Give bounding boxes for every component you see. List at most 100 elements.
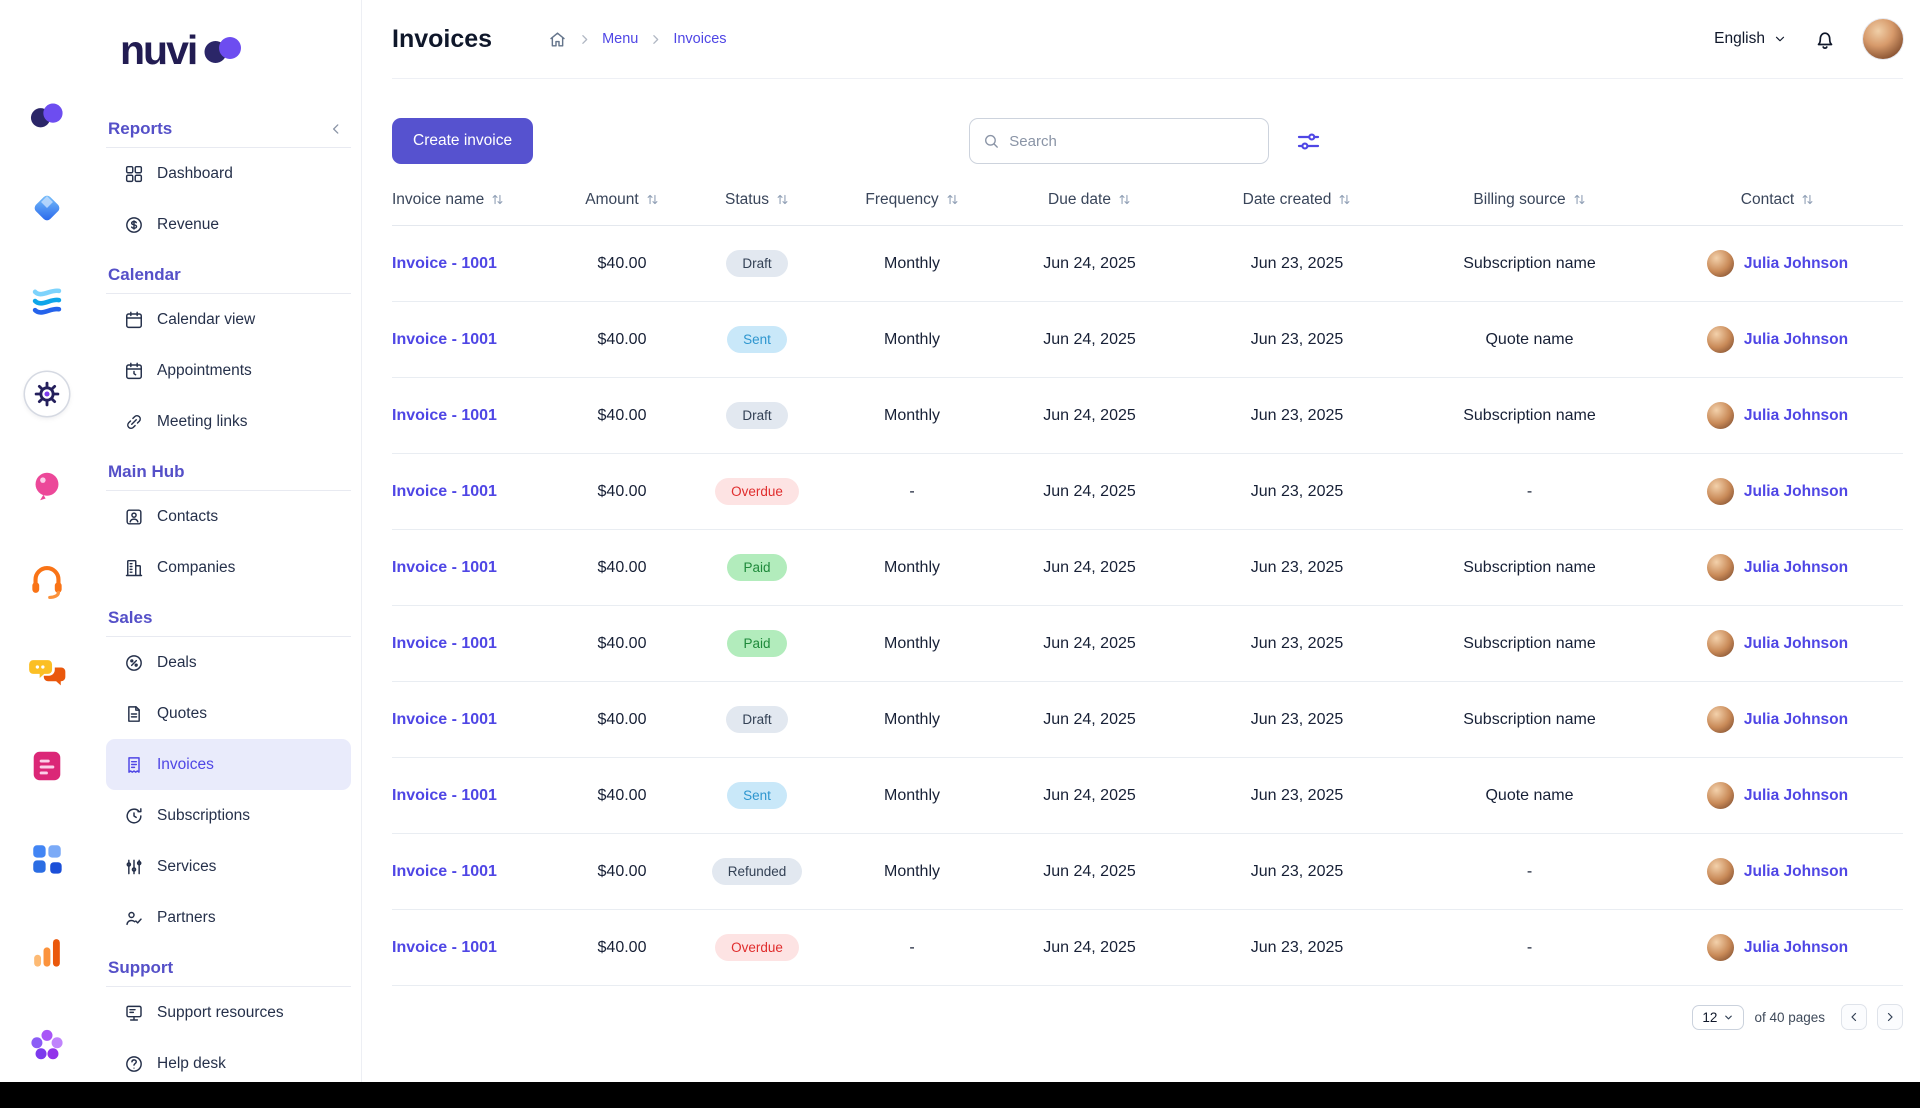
column-header-due-date[interactable]: Due date bbox=[992, 191, 1187, 209]
breadcrumb-menu[interactable]: Menu bbox=[602, 31, 639, 47]
status-badge: Overdue bbox=[715, 478, 799, 505]
page-size-value: 12 bbox=[1702, 1009, 1718, 1025]
quotes-icon bbox=[124, 704, 144, 724]
billing-source-cell: Subscription name bbox=[1463, 406, 1596, 424]
apps-icon[interactable] bbox=[25, 837, 69, 881]
settings-icon[interactable] bbox=[25, 372, 69, 416]
bottom-bar bbox=[0, 1082, 1920, 1108]
frequency-cell: Monthly bbox=[883, 862, 941, 880]
create-invoice-button[interactable]: Create invoice bbox=[392, 118, 534, 164]
invoice-name-link[interactable]: Invoice - 1001 bbox=[392, 254, 497, 272]
sidebar-item-companies[interactable]: Companies bbox=[106, 542, 351, 593]
home-icon[interactable] bbox=[548, 30, 567, 49]
sidebar-item-deals[interactable]: Deals bbox=[106, 637, 351, 688]
column-header-status[interactable]: Status bbox=[682, 191, 832, 209]
contact-link[interactable]: Julia Johnson bbox=[1743, 862, 1849, 880]
sidebar-item-quotes[interactable]: Quotes bbox=[106, 688, 351, 739]
date-created-cell: Jun 23, 2025 bbox=[1250, 406, 1344, 424]
headset-icon[interactable] bbox=[25, 558, 69, 602]
contact-avatar bbox=[1706, 478, 1734, 505]
contact-link[interactable]: Julia Johnson bbox=[1743, 330, 1849, 348]
date-created-cell: Jun 23, 2025 bbox=[1250, 330, 1344, 348]
gem-icon[interactable] bbox=[25, 186, 69, 230]
invoice-name-link[interactable]: Invoice - 1001 bbox=[392, 634, 497, 652]
column-header-invoice-name[interactable]: Invoice name bbox=[392, 191, 562, 209]
page-size-select[interactable]: 12 bbox=[1692, 1004, 1745, 1030]
help-icon bbox=[124, 1054, 144, 1074]
language-selector[interactable]: English bbox=[1714, 30, 1787, 48]
status-badge: Sent bbox=[727, 782, 787, 809]
notifications-bell-icon[interactable] bbox=[1813, 27, 1837, 51]
column-label: Invoice name bbox=[392, 190, 485, 208]
sidebar-item-invoices[interactable]: Invoices bbox=[106, 739, 351, 790]
team-chat-icon[interactable] bbox=[25, 651, 69, 695]
sidebar: nuvi Reports Dashboard Revenue Calendar … bbox=[94, 0, 362, 1108]
invoice-name-link[interactable]: Invoice - 1001 bbox=[392, 786, 497, 804]
breadcrumb-current[interactable]: Invoices bbox=[673, 31, 727, 47]
search-input[interactable] bbox=[1009, 132, 1255, 150]
contact-link[interactable]: Julia Johnson bbox=[1743, 558, 1849, 576]
invoice-name-link[interactable]: Invoice - 1001 bbox=[392, 558, 497, 576]
sidebar-item-support-resources[interactable]: Support resources bbox=[106, 987, 351, 1038]
filter-button[interactable] bbox=[1291, 124, 1326, 159]
contact-link[interactable]: Julia Johnson bbox=[1743, 634, 1849, 652]
frequency-cell: Monthly bbox=[883, 710, 941, 728]
sidebar-item-partners[interactable]: Partners bbox=[106, 892, 351, 943]
waves-icon[interactable] bbox=[25, 279, 69, 323]
search-group bbox=[969, 118, 1326, 164]
notes-icon[interactable] bbox=[25, 744, 69, 788]
invoice-name-link[interactable]: Invoice - 1001 bbox=[392, 710, 497, 728]
sidebar-item-meeting-links[interactable]: Meeting links bbox=[106, 396, 351, 447]
billing-source-cell: - bbox=[1526, 482, 1533, 500]
sidebar-item-calendar-view[interactable]: Calendar view bbox=[106, 294, 351, 345]
amount-cell: $40.00 bbox=[597, 710, 647, 728]
invoice-name-link[interactable]: Invoice - 1001 bbox=[392, 862, 497, 880]
topbar-actions: English bbox=[1714, 19, 1903, 59]
nav-section-reports: Reports bbox=[106, 104, 351, 148]
invoice-name-link[interactable]: Invoice - 1001 bbox=[392, 406, 497, 424]
table-row: Invoice - 1001 $40.00 Paid Monthly Jun 2… bbox=[392, 606, 1903, 682]
community-icon[interactable] bbox=[25, 1023, 69, 1067]
sidebar-item-help-desk[interactable]: Help desk bbox=[106, 1038, 351, 1089]
sidebar-item-appointments[interactable]: Appointments bbox=[106, 345, 351, 396]
logo-mark-icon bbox=[200, 31, 246, 69]
contact-link[interactable]: Julia Johnson bbox=[1743, 406, 1849, 424]
invoice-name-link[interactable]: Invoice - 1001 bbox=[392, 482, 497, 500]
brand-mark-icon[interactable] bbox=[25, 93, 69, 137]
breadcrumb: Menu Invoices bbox=[548, 30, 727, 49]
search-box[interactable] bbox=[969, 118, 1269, 164]
contact-avatar bbox=[1706, 858, 1734, 885]
status-badge: Paid bbox=[727, 630, 787, 657]
table-row: Invoice - 1001 $40.00 Paid Monthly Jun 2… bbox=[392, 530, 1903, 606]
sidebar-item-label: Help desk bbox=[157, 1054, 226, 1072]
column-header-amount[interactable]: Amount bbox=[562, 191, 682, 209]
user-avatar[interactable] bbox=[1863, 19, 1903, 59]
nav-section-calendar: Calendar bbox=[106, 250, 351, 294]
sidebar-item-contacts[interactable]: Contacts bbox=[106, 491, 351, 542]
frequency-cell: - bbox=[909, 482, 915, 500]
sidebar-item-revenue[interactable]: Revenue bbox=[106, 199, 351, 250]
column-header-frequency[interactable]: Frequency bbox=[832, 191, 992, 209]
prev-page-button[interactable] bbox=[1841, 1004, 1867, 1030]
sidebar-item-services[interactable]: Services bbox=[106, 841, 351, 892]
contact-link[interactable]: Julia Johnson bbox=[1743, 786, 1849, 804]
date-created-cell: Jun 23, 2025 bbox=[1250, 254, 1344, 272]
sidebar-item-subscriptions[interactable]: Subscriptions bbox=[106, 790, 351, 841]
column-header-billing-source[interactable]: Billing source bbox=[1407, 191, 1652, 209]
column-header-date-created[interactable]: Date created bbox=[1187, 191, 1407, 209]
contact-link[interactable]: Julia Johnson bbox=[1743, 254, 1849, 272]
next-page-button[interactable] bbox=[1877, 1004, 1903, 1030]
column-header-contact[interactable]: Contact bbox=[1652, 191, 1903, 209]
sort-icon bbox=[1119, 194, 1130, 205]
sidebar-item-dashboard[interactable]: Dashboard bbox=[106, 148, 351, 199]
due-date-cell: Jun 24, 2025 bbox=[1043, 330, 1136, 348]
logo[interactable]: nuvi bbox=[120, 26, 351, 74]
contact-link[interactable]: Julia Johnson bbox=[1743, 482, 1849, 500]
balloon-icon[interactable] bbox=[25, 465, 69, 509]
contact-link[interactable]: Julia Johnson bbox=[1743, 938, 1849, 956]
invoice-name-link[interactable]: Invoice - 1001 bbox=[392, 938, 497, 956]
bar-chart-icon[interactable] bbox=[25, 930, 69, 974]
contact-link[interactable]: Julia Johnson bbox=[1743, 710, 1849, 728]
invoice-name-link[interactable]: Invoice - 1001 bbox=[392, 330, 497, 348]
collapse-icon[interactable] bbox=[329, 122, 343, 136]
